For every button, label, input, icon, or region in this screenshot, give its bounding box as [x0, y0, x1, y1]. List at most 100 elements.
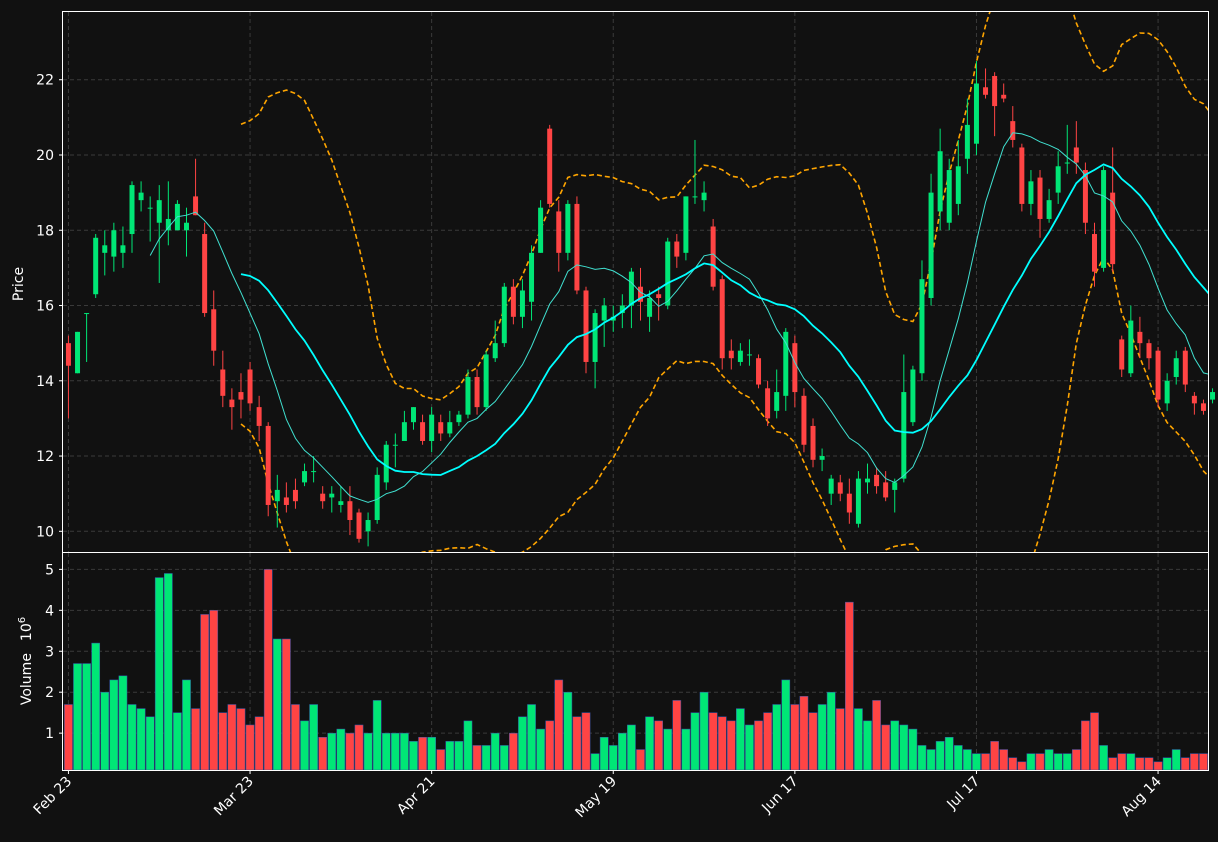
- candle-body: [529, 252, 535, 302]
- candle-body: [147, 207, 153, 209]
- volume-bar: [617, 732, 627, 771]
- candle-body: [574, 203, 580, 291]
- candle-body: [84, 313, 90, 315]
- candle-body: [647, 297, 653, 317]
- volume-bar: [944, 736, 954, 771]
- candle-body: [683, 196, 689, 253]
- volume-bar: [926, 749, 936, 771]
- volume-bar: [527, 704, 536, 771]
- price-tick-label: 10: [36, 524, 54, 540]
- volume-bar: [381, 732, 391, 771]
- volume-bar: [263, 569, 273, 771]
- volume-bar: [173, 712, 182, 771]
- candle-body: [1128, 320, 1134, 374]
- volume-bar: [890, 720, 900, 771]
- candle-body: [1055, 166, 1061, 193]
- volume-bar: [291, 704, 300, 771]
- volume-bar: [935, 741, 945, 771]
- price-tick-label: 18: [36, 223, 54, 239]
- volume-bar: [563, 691, 573, 771]
- volume-tick-label: 4: [45, 603, 54, 619]
- volume-bar: [145, 716, 155, 771]
- volume-bar: [282, 638, 291, 771]
- volume-bar: [472, 745, 482, 771]
- volume-bar: [672, 700, 682, 771]
- price-tick-label: 12: [36, 449, 54, 465]
- volume-bar: [1072, 749, 1081, 771]
- candle-body: [756, 358, 762, 385]
- volume-bar: [654, 720, 663, 771]
- candle-body: [320, 493, 326, 502]
- candle-body: [75, 331, 81, 374]
- volume-bars-layer: [64, 569, 1208, 771]
- volume-bar: [400, 732, 409, 771]
- volume-bar: [73, 663, 82, 771]
- volume-bar: [427, 736, 436, 771]
- candle-body: [1073, 147, 1079, 163]
- volume-bar: [608, 745, 618, 771]
- volume-bar: [1153, 761, 1163, 771]
- candles-layer: [65, 60, 1216, 547]
- candle-body: [1146, 343, 1152, 359]
- volume-bar: [390, 732, 400, 771]
- volume-bar: [463, 720, 473, 771]
- volume-bar: [436, 749, 446, 771]
- volume-bar: [209, 610, 219, 771]
- volume-bar: [1008, 757, 1018, 771]
- candle-body: [338, 501, 344, 505]
- candle-body: [410, 407, 416, 423]
- candle-body: [392, 444, 398, 446]
- volume-bar: [872, 700, 881, 771]
- volume-label-text: Volume: [19, 653, 35, 705]
- volume-bar: [981, 753, 990, 771]
- volume-bar: [736, 708, 745, 771]
- volume-bar: [1190, 753, 1199, 771]
- volume-bar: [953, 745, 963, 771]
- volume-bar: [854, 708, 863, 771]
- candle-body: [302, 471, 308, 483]
- candle-body: [501, 286, 507, 344]
- volume-bar: [845, 601, 854, 771]
- candle-body: [855, 478, 861, 524]
- ma-short-line: [149, 132, 1208, 503]
- candle-body: [1092, 234, 1097, 272]
- volume-bar: [1044, 749, 1054, 771]
- volume-bar: [236, 708, 246, 771]
- volume-bar: [518, 716, 527, 771]
- volume-scale-exponent: 6: [17, 617, 28, 623]
- volume-bar: [681, 728, 691, 771]
- volume-tick-label: 2: [45, 685, 54, 701]
- candle-body: [983, 87, 989, 95]
- volume-bar: [663, 728, 673, 771]
- volume-bar: [82, 663, 91, 771]
- volume-bar: [990, 741, 999, 771]
- candle-body: [946, 170, 952, 223]
- price-tick-label: 14: [36, 374, 54, 390]
- candle-body: [637, 286, 643, 302]
- volume-bar: [726, 720, 736, 771]
- candle-body: [193, 196, 199, 216]
- candle-body: [129, 185, 135, 235]
- candle-body: [1110, 192, 1116, 265]
- volume-bar: [481, 745, 491, 771]
- volume-bar: [627, 724, 636, 771]
- candle-body: [247, 369, 253, 404]
- volume-bar: [372, 700, 382, 771]
- volume-bar: [300, 720, 309, 771]
- volume-tick-label: 1: [45, 726, 54, 742]
- volume-bar: [363, 732, 373, 771]
- volume-bar: [127, 704, 137, 771]
- volume-tick-label: 5: [45, 562, 54, 578]
- candle-body: [256, 407, 262, 426]
- candle-body: [883, 482, 889, 498]
- volume-axis-label: Volume 106: [17, 617, 35, 705]
- volume-bar: [1171, 749, 1181, 771]
- volume-bar: [699, 691, 709, 771]
- candle-body: [1210, 392, 1216, 400]
- volume-bar: [599, 736, 609, 771]
- candle-body: [1064, 162, 1070, 164]
- candle-body: [519, 290, 525, 317]
- candle-body: [202, 234, 208, 314]
- volume-bar: [218, 712, 228, 771]
- candle-body: [583, 290, 589, 362]
